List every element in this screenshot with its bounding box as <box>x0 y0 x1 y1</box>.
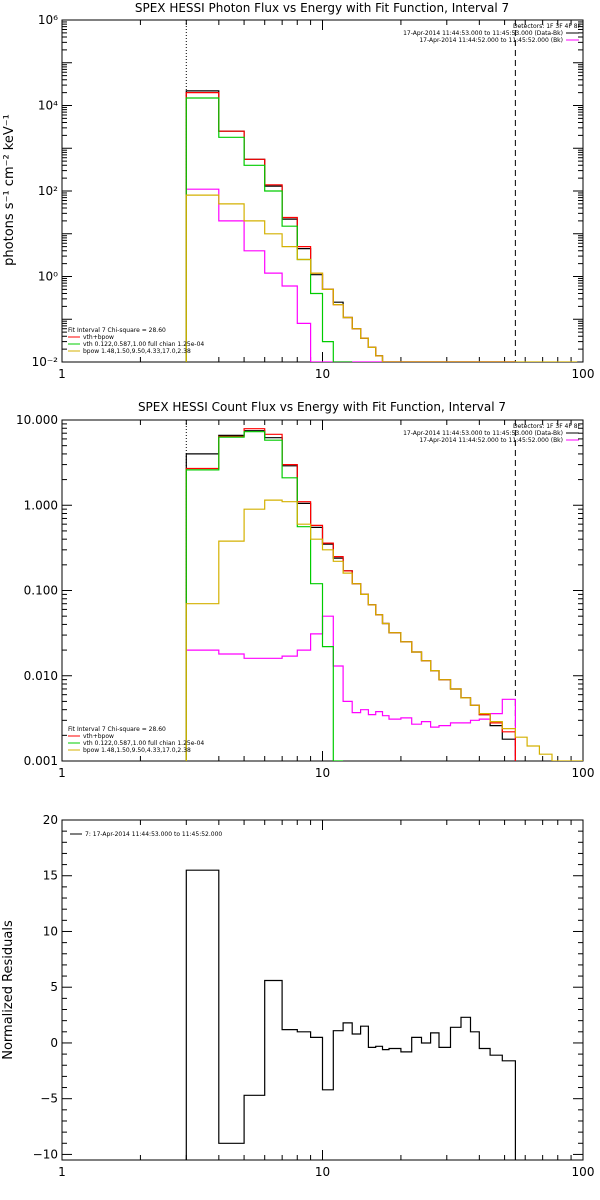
y-axis-label: photons s⁻¹ cm⁻² keV⁻¹ <box>2 114 17 266</box>
y-tick-label: 10² <box>38 184 58 198</box>
legend-entry: vth+bpow <box>83 334 114 341</box>
series-data-minus-bk <box>185 430 516 761</box>
y-tick-label: 0.001 <box>24 754 58 768</box>
legend-entry: 17-Apr-2014 11:44:52.000 to 11:45:52.000… <box>419 37 563 44</box>
y-tick-label: 10⁴ <box>38 99 58 113</box>
plot-frame <box>61 819 584 1161</box>
legend-entry: 17-Apr-2014 11:44:53.000 to 11:45:53.000… <box>403 30 563 37</box>
series-bpow <box>185 499 583 761</box>
legend-header: Detectors: 1F 3F 4F 8F <box>513 423 582 430</box>
y-tick-label: 5 <box>50 980 58 994</box>
legend-entry: vth+bpow <box>83 733 114 740</box>
y-tick-label: 0 <box>50 1036 58 1050</box>
x-tick-label: 100 <box>572 367 595 381</box>
panel-title: SPEX HESSI Photon Flux vs Energy with Fi… <box>135 1 509 15</box>
series-residuals <box>185 869 516 1160</box>
x-tick-label: 10 <box>315 766 330 780</box>
legend-entry: 17-Apr-2014 11:44:53.000 to 11:45:53.000… <box>403 430 563 437</box>
series-vth <box>185 431 344 761</box>
count-flux-panel: SPEX HESSI Count Flux vs Energy with Fit… <box>16 400 594 780</box>
legend-entry: vth 0.122,0.587,1.00 full chian 1.25e-04 <box>83 341 204 348</box>
y-tick-label: 15 <box>43 869 58 883</box>
series-bk <box>185 615 516 761</box>
series-vth-plus-bpow <box>185 428 516 761</box>
y-tick-label: 1.000 <box>24 498 58 512</box>
y-tick-label: 0.100 <box>24 584 58 598</box>
x-tick-label: 1 <box>58 1165 66 1179</box>
legend-header: Detectors: 1F 3F 4F 8F <box>513 23 582 30</box>
y-tick-label: 10⁰ <box>38 270 58 284</box>
y-tick-label: 10 <box>43 924 58 938</box>
series-vth <box>185 97 353 362</box>
x-tick-label: 1 <box>58 766 66 780</box>
y-tick-label: −10 <box>33 1147 58 1161</box>
legend-entry: 17-Apr-2014 11:44:52.000 to 11:45:52.000… <box>419 437 563 444</box>
series-bpow <box>185 194 578 362</box>
panel-title: SPEX HESSI Count Flux vs Energy with Fit… <box>138 400 506 414</box>
x-tick-label: 1 <box>58 367 66 381</box>
y-tick-label: 0.010 <box>24 669 58 683</box>
legend-entry: vth 0.122,0.587,1.00 full chian 1.25e-04 <box>83 740 204 747</box>
legend-entry: bpow 1.48,1.50,9.50,4.33,17.0,2.38 <box>83 348 191 355</box>
y-tick-label: −5 <box>40 1092 58 1106</box>
y-tick-label: 20 <box>43 813 58 827</box>
x-tick-label: 100 <box>572 766 595 780</box>
legend-entry: bpow 1.48,1.50,9.50,4.33,17.0,2.38 <box>83 747 191 754</box>
residuals-panel: Normalized Residuals 1 10 100 −10 −5 0 5 10 15 20… <box>1 813 594 1179</box>
y-tick-label: 10.000 <box>16 413 58 427</box>
y-axis-label: Normalized Residuals <box>1 920 16 1060</box>
x-tick-label: 100 <box>572 1165 595 1179</box>
legend-header: Fit Interval 7 Chi-square = 28.60 <box>68 327 166 334</box>
x-tick-label: 10 <box>315 367 330 381</box>
photon-flux-panel: SPEX HESSI Photon Flux vs Energy with Fi… <box>2 1 594 381</box>
series-bk <box>185 188 516 362</box>
series-vth-plus-bpow <box>185 92 516 362</box>
y-tick-label: 10⁶ <box>38 13 58 27</box>
legend-header: Fit Interval 7 Chi-square = 28.60 <box>68 726 166 733</box>
legend-entry: 7: 17-Apr-2014 11:44:53.000 to 11:45:52.… <box>85 831 222 838</box>
x-tick-label: 10 <box>315 1165 330 1179</box>
y-tick-label: 10⁻² <box>32 355 59 369</box>
